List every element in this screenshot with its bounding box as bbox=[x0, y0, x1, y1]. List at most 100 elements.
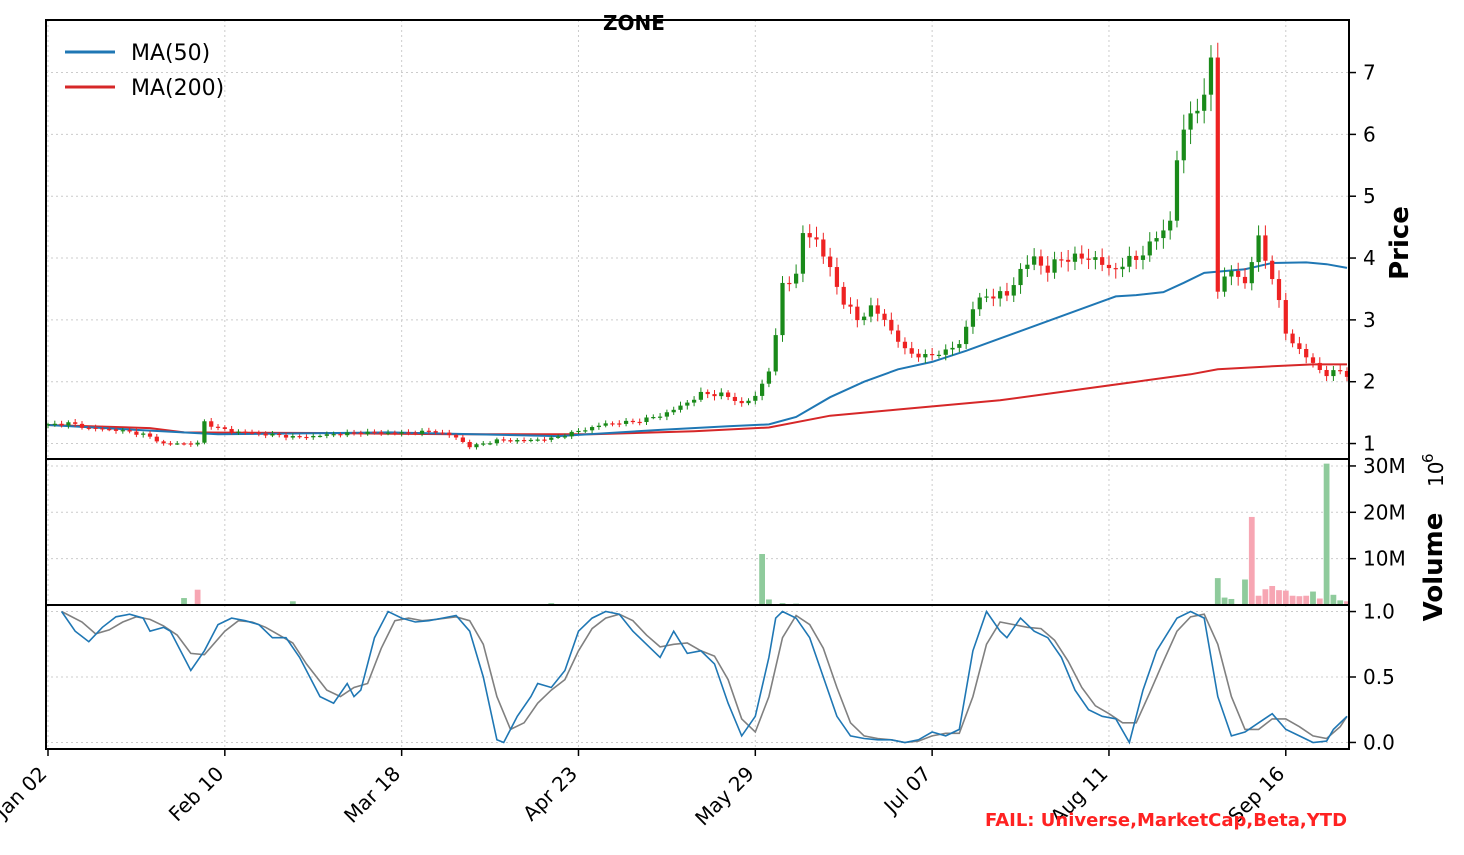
volume-bar bbox=[1310, 591, 1316, 605]
volume-bar bbox=[1316, 598, 1323, 605]
price-tick-label: 4 bbox=[1363, 246, 1376, 270]
candle-body bbox=[447, 432, 452, 436]
candle-body bbox=[467, 441, 472, 448]
candle-body bbox=[433, 431, 438, 433]
candle-body bbox=[52, 423, 57, 425]
candle-body bbox=[1181, 129, 1186, 161]
volume-multiplier: 10 6 bbox=[1419, 453, 1448, 487]
candle-body bbox=[868, 305, 874, 317]
candle-body bbox=[175, 443, 180, 445]
candle-body bbox=[474, 444, 479, 448]
candle-body bbox=[705, 391, 710, 395]
volume-tick-label: 30M bbox=[1363, 454, 1406, 478]
volume-bar bbox=[181, 598, 187, 605]
candle-body bbox=[651, 416, 656, 419]
candle-body bbox=[1195, 110, 1200, 114]
candle-body bbox=[1256, 235, 1261, 263]
candle-body bbox=[1331, 370, 1336, 377]
volume-bar bbox=[1221, 597, 1228, 605]
candle-body bbox=[481, 443, 486, 445]
candle-body bbox=[1344, 370, 1350, 377]
candle-body bbox=[181, 443, 187, 445]
volume-frame bbox=[45, 458, 1350, 606]
candle-body bbox=[1140, 255, 1146, 260]
stochastic-tick-label: 0.5 bbox=[1363, 665, 1395, 689]
candle-body bbox=[297, 436, 302, 438]
candle-body bbox=[86, 427, 91, 429]
price-y-ticks: 1 2 3 4 5 6 7 bbox=[1349, 61, 1376, 456]
candle-body bbox=[555, 436, 561, 438]
stochastic-y-ticks: 0.0 0.5 1.0 bbox=[1349, 600, 1395, 754]
date-tick-label: Jul 07 bbox=[878, 762, 936, 820]
candle-body bbox=[351, 432, 357, 434]
candle-body bbox=[943, 349, 948, 355]
candle-body bbox=[1066, 259, 1071, 262]
candle-body bbox=[127, 430, 132, 432]
candle-body bbox=[243, 431, 248, 433]
candle-body bbox=[229, 428, 234, 433]
volume-bar bbox=[194, 589, 201, 605]
candle-body bbox=[45, 424, 51, 426]
volume-tick-label: 20M bbox=[1363, 500, 1406, 524]
candle-body bbox=[270, 433, 275, 436]
candle-body bbox=[419, 430, 425, 434]
candle-body bbox=[311, 435, 316, 438]
candle-body bbox=[760, 383, 765, 396]
candle-body bbox=[1059, 259, 1064, 261]
volume-bar bbox=[1242, 579, 1248, 605]
candle-body bbox=[1018, 268, 1023, 286]
candle-body bbox=[739, 400, 744, 404]
candle-body bbox=[345, 432, 350, 436]
volume-bar bbox=[1282, 590, 1289, 605]
candle-body bbox=[290, 436, 295, 438]
candle-body bbox=[685, 402, 690, 406]
candle-body bbox=[1202, 94, 1207, 111]
stochastic-lines bbox=[60, 609, 1348, 745]
stochastic-grid bbox=[46, 605, 1349, 749]
candle-body bbox=[610, 423, 615, 425]
date-tick-label: Jan 02 bbox=[0, 762, 52, 825]
candle-body bbox=[1093, 257, 1098, 260]
price-candles bbox=[45, 42, 1350, 450]
legend: MA(50) MA(200) bbox=[65, 41, 224, 101]
candle-body bbox=[964, 326, 969, 345]
stochastic-d-line bbox=[61, 610, 1348, 744]
price-axis-label: Price bbox=[1385, 206, 1415, 280]
volume-bar bbox=[1262, 589, 1269, 605]
candle-body bbox=[141, 433, 146, 435]
candle-body bbox=[766, 371, 772, 384]
candle-body bbox=[59, 423, 64, 426]
candle-body bbox=[923, 354, 928, 358]
candle-body bbox=[630, 420, 635, 423]
candle-body bbox=[113, 429, 119, 431]
volume-multiplier-exponent: 6 bbox=[1419, 453, 1437, 463]
volume-bar bbox=[1228, 598, 1235, 605]
candle-body bbox=[1236, 270, 1241, 277]
candle-body bbox=[596, 425, 601, 428]
candle-body bbox=[385, 432, 391, 434]
candle-body bbox=[168, 443, 173, 445]
candle-body bbox=[732, 396, 738, 401]
candle-body bbox=[930, 354, 935, 356]
candle-body bbox=[1229, 270, 1234, 277]
candle-body bbox=[848, 304, 853, 307]
candle-body bbox=[256, 432, 261, 434]
candle-body bbox=[671, 409, 676, 413]
candle-body bbox=[725, 392, 731, 397]
price-tick-label: 2 bbox=[1363, 370, 1376, 394]
candle-body bbox=[1310, 357, 1316, 363]
stochastic-panel: 0.0 0.5 1.0 bbox=[45, 600, 1395, 754]
legend-ma50-label: MA(50) bbox=[131, 41, 210, 66]
candle-body bbox=[1168, 220, 1173, 231]
candle-body bbox=[1215, 57, 1220, 292]
candle-body bbox=[1338, 370, 1343, 372]
candle-body bbox=[535, 439, 540, 441]
volume-bar bbox=[766, 599, 772, 605]
candle-body bbox=[1011, 285, 1016, 296]
candle-body bbox=[698, 391, 704, 400]
candle-body bbox=[521, 439, 527, 442]
candle-body bbox=[317, 435, 323, 438]
candle-body bbox=[331, 434, 336, 436]
candle-body bbox=[501, 439, 506, 441]
candle-body bbox=[1052, 259, 1057, 273]
